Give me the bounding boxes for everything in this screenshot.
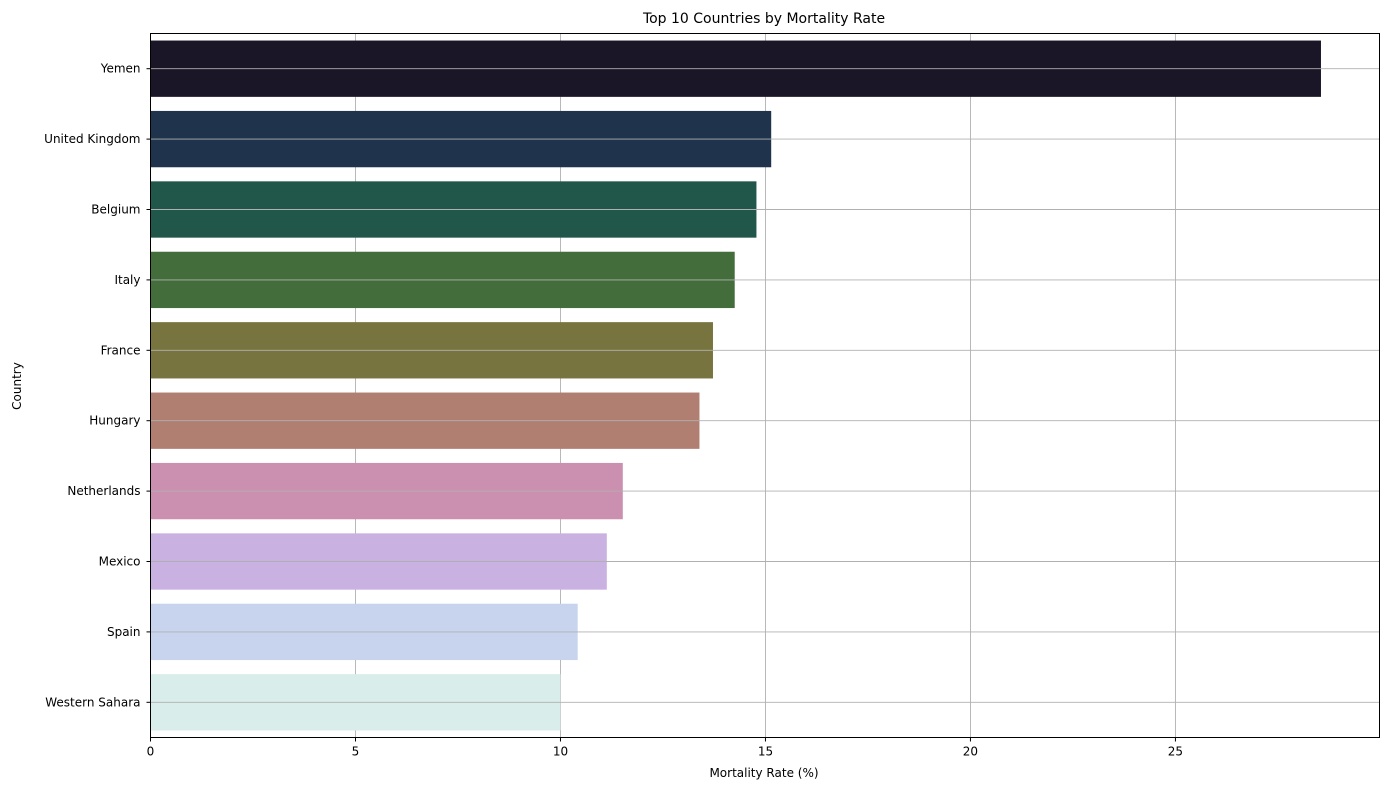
- x-tick-label: 15: [758, 745, 773, 759]
- y-tick-label: Netherlands: [67, 484, 140, 498]
- x-axis-ticks: 0 5 10 15 20 25: [147, 737, 1183, 759]
- x-tick-label: 25: [1168, 745, 1183, 759]
- x-tick-label: 10: [553, 745, 568, 759]
- x-tick-label: 5: [352, 745, 360, 759]
- x-tick-label: 20: [963, 745, 978, 759]
- chart-title: Top 10 Countries by Mortality Rate: [642, 11, 885, 27]
- y-tick-label: Western Sahara: [45, 695, 140, 709]
- y-axis-ticks: Yemen United Kingdom Belgium Italy France Hun…: [44, 62, 151, 709]
- y-tick-label: Hungary: [89, 414, 140, 428]
- y-axis-label: Country: [10, 362, 24, 410]
- y-tick-label: Mexico: [99, 555, 141, 569]
- y-tick-label: United Kingdom: [44, 132, 140, 146]
- y-tick-label: France: [101, 343, 141, 357]
- horizontal-grid: [150, 68, 1380, 703]
- y-tick-label: Italy: [114, 273, 140, 287]
- x-axis-label: Mortality Rate (%): [709, 766, 818, 780]
- y-tick-label: Spain: [107, 625, 141, 639]
- x-tick-label: 0: [147, 745, 155, 759]
- y-tick-label: Yemen: [100, 62, 141, 76]
- y-tick-label: Belgium: [91, 203, 140, 217]
- bars: [150, 40, 1321, 731]
